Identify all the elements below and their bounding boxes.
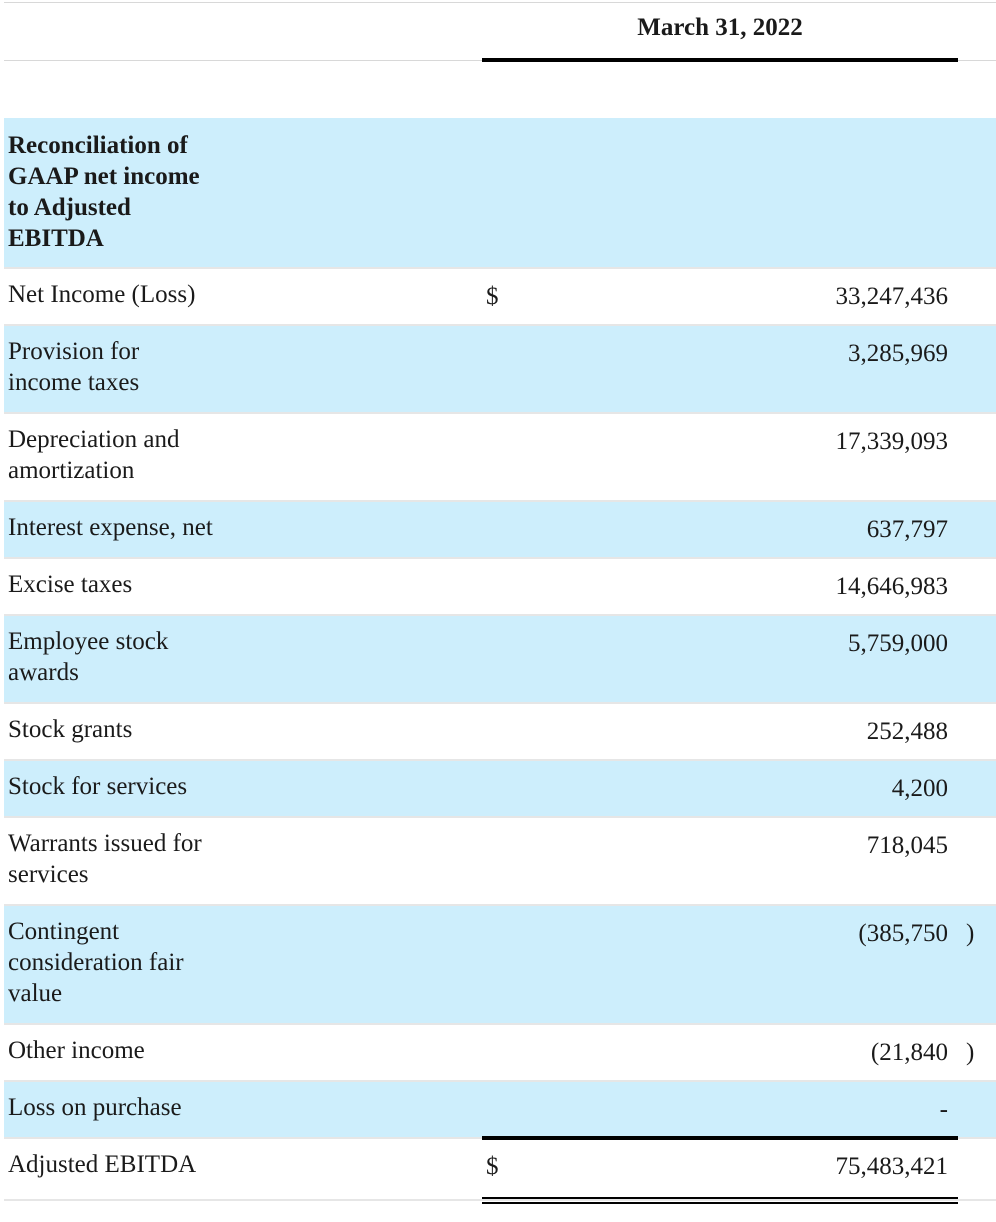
row-label: Excise taxes bbox=[8, 571, 133, 598]
row-value: 718,045 bbox=[866, 832, 948, 859]
header-underline bbox=[482, 58, 958, 62]
period-column-header: March 31, 2022 bbox=[637, 14, 803, 41]
table-row: Stock for services 4,200 bbox=[4, 761, 996, 818]
row-label: Interest expense, net bbox=[8, 514, 213, 541]
row-label: Loss on purchase bbox=[8, 1094, 182, 1121]
double-underline-bottom bbox=[482, 1202, 958, 1204]
row-value: 637,797 bbox=[866, 516, 948, 543]
table-row: Provision for income taxes 3,285,969 bbox=[4, 326, 996, 414]
row-value: 3,285,969 bbox=[848, 340, 948, 367]
table-row: Excise taxes 14,646,983 bbox=[4, 559, 996, 616]
closing-parenthesis: ) bbox=[966, 920, 975, 947]
currency-symbol: $ bbox=[486, 1153, 499, 1180]
table-row: Loss on purchase - bbox=[4, 1082, 996, 1139]
table-row: Employee stock awards 5,759,000 bbox=[4, 616, 996, 704]
currency-symbol: $ bbox=[486, 283, 499, 310]
row-value: 5,759,000 bbox=[848, 630, 948, 657]
total-label: Adjusted EBITDA bbox=[8, 1151, 197, 1178]
table-top-border bbox=[4, 2, 996, 3]
row-value: 252,488 bbox=[866, 718, 948, 745]
row-value: (21,840 bbox=[870, 1039, 948, 1066]
row-label: Warrants issued for services bbox=[8, 830, 202, 888]
row-value: (385,750 bbox=[858, 920, 948, 947]
row-value: - bbox=[939, 1096, 948, 1123]
section-title-row: Reconciliation of GAAP net income to Adj… bbox=[4, 118, 996, 269]
double-underline-top bbox=[482, 1197, 958, 1199]
table-row: Interest expense, net 637,797 bbox=[4, 502, 996, 559]
table-row: Warrants issued for services 718,045 bbox=[4, 818, 996, 906]
row-label: Other income bbox=[8, 1037, 145, 1064]
table-row: Contingent consideration fair value (385… bbox=[4, 906, 996, 1025]
row-label: Employee stock awards bbox=[8, 628, 169, 686]
section-title: Reconciliation of GAAP net income to Adj… bbox=[8, 132, 200, 252]
table-row: Other income (21,840 ) bbox=[4, 1025, 996, 1082]
row-label: Net Income (Loss) bbox=[8, 281, 196, 308]
subtotal-rule bbox=[482, 1136, 958, 1140]
row-label: Stock grants bbox=[8, 716, 133, 743]
row-value: 14,646,983 bbox=[835, 573, 949, 600]
total-row: Adjusted EBITDA $ 75,483,421 bbox=[4, 1139, 996, 1201]
row-label: Provision for income taxes bbox=[8, 338, 140, 396]
row-label: Stock for services bbox=[8, 773, 188, 800]
row-value: 33,247,436 bbox=[835, 283, 949, 310]
table-row: Depreciation and amortization 17,339,093 bbox=[4, 414, 996, 502]
total-value: 75,483,421 bbox=[835, 1153, 949, 1180]
row-value: 4,200 bbox=[891, 775, 948, 802]
table-row: Net Income (Loss) $ 33,247,436 bbox=[4, 269, 996, 326]
table-row: Stock grants 252,488 bbox=[4, 704, 996, 761]
row-label: Depreciation and amortization bbox=[8, 426, 180, 484]
closing-parenthesis: ) bbox=[966, 1039, 975, 1066]
row-value: 17,339,093 bbox=[835, 428, 949, 455]
row-label: Contingent consideration fair value bbox=[8, 918, 184, 1007]
